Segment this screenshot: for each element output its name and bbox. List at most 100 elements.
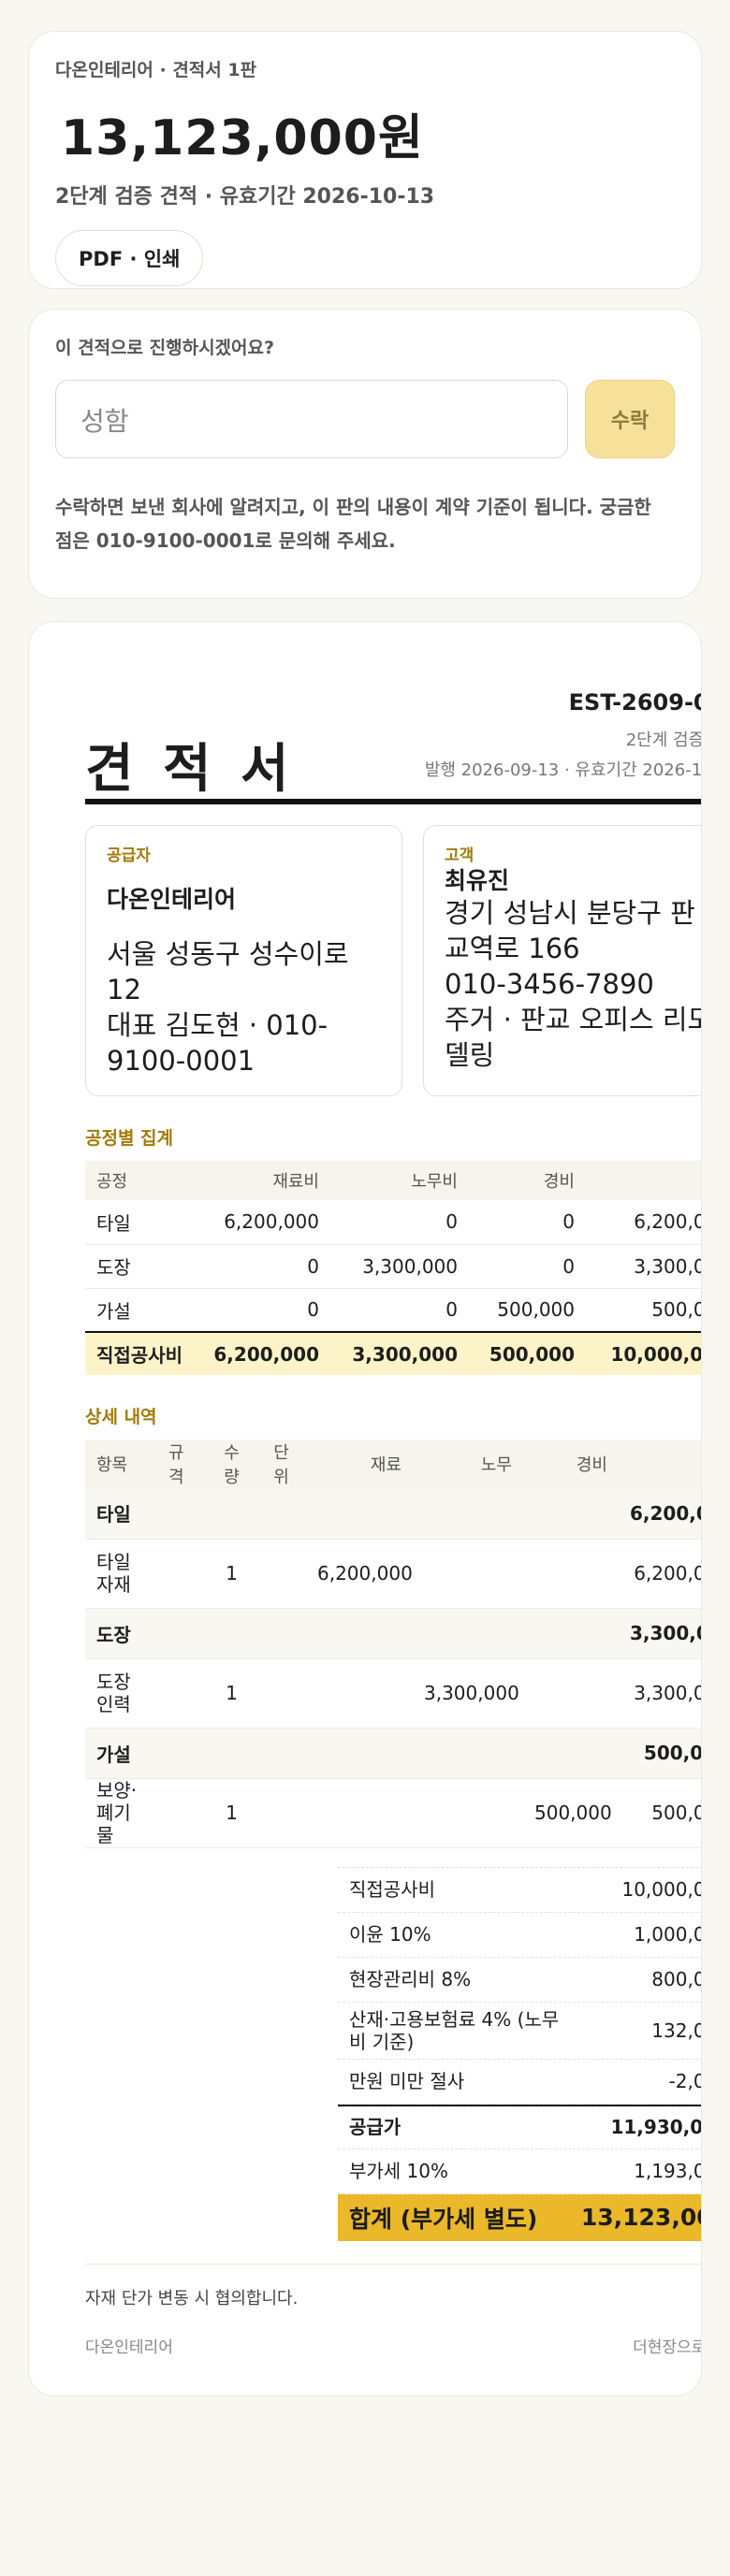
header-cell: 재료비 bbox=[198, 1161, 330, 1200]
total-value: -2,000 bbox=[668, 2070, 701, 2092]
customer-project: 주거 · 판교 오피스 리모델링 bbox=[445, 1004, 702, 1071]
doc-stage: 2단계 검증 견적 bbox=[625, 731, 702, 750]
cell bbox=[256, 1539, 306, 1609]
total-label: 산재·고용보험료 4% (노무비 기준) bbox=[349, 2007, 560, 2053]
accept-button[interactable]: 수락 bbox=[585, 380, 675, 458]
doc-header: EST-2609-004 2단계 검증 견적 발행 2026-09-13 · 유… bbox=[85, 689, 702, 804]
group-total: 500,000 bbox=[619, 1728, 701, 1779]
total-line: 이윤 10% 1,000,000 bbox=[338, 1913, 701, 1958]
item-qty: 1 bbox=[207, 1658, 256, 1729]
grand-label: 합계 (부가세 별도) bbox=[349, 2205, 538, 2233]
group-total: 3,300,000 bbox=[619, 1608, 701, 1659]
cell: 타일 bbox=[85, 1200, 198, 1245]
doc-footer: 자재 단가 변동 시 협의합니다. 다온인테리어 더현장으로 작성 bbox=[85, 2263, 702, 2357]
total-line: 산재·고용보험료 4% (노무비 기준) 132,000 bbox=[338, 2003, 701, 2060]
item-row: 타일 자재 1 6,200,000 6,200,000 bbox=[85, 1539, 701, 1609]
total-label: 이윤 10% bbox=[349, 1923, 431, 1946]
item-row: 도장 인력 1 3,300,000 3,300,000 bbox=[85, 1658, 701, 1729]
header-cell: 경비 bbox=[523, 1440, 619, 1488]
customer-name: 최유진 bbox=[445, 867, 510, 894]
total-label: 직접공사비 bbox=[349, 1878, 435, 1901]
header-cell bbox=[586, 1161, 701, 1200]
item-amount: 3,300,000 bbox=[619, 1658, 701, 1729]
total-label: 부가세 10% bbox=[349, 2160, 449, 2182]
accept-row: 성함 수락 bbox=[55, 380, 675, 458]
item-name: 보양·폐기물 bbox=[85, 1778, 157, 1848]
doc-dates: 발행 2026-09-13 · 유효기간 2026-10-13 bbox=[424, 760, 702, 780]
parties: 공급자 다온인테리어 서울 성동구 성수이로 12 대표 김도현 · 010-9… bbox=[85, 825, 702, 1096]
item-material: 6,200,000 bbox=[306, 1539, 413, 1609]
header-cell: 재료 bbox=[306, 1440, 413, 1488]
cell: 0 bbox=[469, 1200, 586, 1245]
document-card: EST-2609-004 2단계 검증 견적 발행 2026-09-13 · 유… bbox=[28, 621, 702, 2396]
cell bbox=[157, 1539, 207, 1609]
cell: 10,000,000 bbox=[586, 1331, 701, 1375]
group-name: 도장 bbox=[85, 1608, 619, 1659]
cell: 3,300,000 bbox=[586, 1244, 701, 1289]
footer-right: 더현장으로 작성 bbox=[633, 2337, 702, 2357]
total-line: 공급가 11,930,000 bbox=[338, 2104, 702, 2149]
cell bbox=[256, 1778, 306, 1848]
total-value: 10,000,000 bbox=[621, 1878, 701, 1901]
header-cell: 항목 bbox=[85, 1440, 157, 1488]
total-value: 11,930,000 bbox=[610, 2116, 702, 2138]
cell: 0 bbox=[469, 1244, 586, 1289]
header-cell: 규격 bbox=[157, 1440, 207, 1488]
total-line: 직접공사비 10,000,000 bbox=[338, 1868, 701, 1913]
item-labor bbox=[413, 1539, 523, 1609]
item-material bbox=[306, 1778, 413, 1848]
amount: 13,123,000원 bbox=[61, 110, 424, 166]
total-label: 만원 미만 절사 bbox=[349, 2070, 465, 2092]
customer: 고객 최유진 경기 성남시 분당구 판교역로 166 010-3456-7890… bbox=[423, 825, 702, 1096]
cell: 가설 bbox=[85, 1288, 198, 1333]
cell: 직접공사비 bbox=[85, 1331, 198, 1375]
customer-address: 경기 성남시 분당구 판교역로 166 bbox=[445, 897, 695, 964]
header-cell: 노무 bbox=[413, 1440, 523, 1488]
group-total: 6,200,000 bbox=[619, 1488, 701, 1540]
name-input[interactable]: 성함 bbox=[55, 380, 568, 458]
customer-label: 고객 bbox=[445, 847, 474, 865]
item-qty: 1 bbox=[207, 1539, 256, 1609]
document: EST-2609-004 2단계 검증 견적 발행 2026-09-13 · 유… bbox=[85, 689, 702, 2357]
pdf-button[interactable]: PDF · 인쇄 bbox=[55, 230, 204, 286]
item-labor: 3,300,000 bbox=[413, 1658, 523, 1729]
total-value: 132,000 bbox=[651, 2019, 701, 2042]
cell: 0 bbox=[330, 1200, 469, 1245]
cell: 500,000 bbox=[469, 1288, 586, 1333]
grand-total: 합계 (부가세 별도) 13,123,000 bbox=[338, 2193, 701, 2241]
item-expense: 500,000 bbox=[523, 1778, 619, 1848]
question: 이 견적으로 진행하시겠어요? bbox=[55, 338, 275, 358]
group-name: 가설 bbox=[85, 1728, 619, 1779]
summary-heading: 공정별 집계 bbox=[85, 1128, 174, 1149]
total-line: 부가세 10% 1,193,000 bbox=[338, 2149, 701, 2194]
cell: 0 bbox=[198, 1244, 330, 1289]
total-value: 800,000 bbox=[651, 1968, 701, 1990]
item-qty: 1 bbox=[207, 1778, 256, 1848]
item-labor bbox=[413, 1778, 523, 1848]
total-label: 공급가 bbox=[349, 2116, 402, 2138]
cell: 0 bbox=[198, 1288, 330, 1333]
item-material bbox=[306, 1658, 413, 1729]
cell: 500,000 bbox=[586, 1288, 701, 1333]
group-row: 타일6,200,000 bbox=[85, 1488, 701, 1540]
supplier-label: 공급자 bbox=[107, 847, 151, 865]
total-value: 1,000,000 bbox=[634, 1923, 701, 1946]
header-cell: 수량 bbox=[207, 1440, 256, 1488]
cell: 3,300,000 bbox=[330, 1331, 469, 1375]
summary-table: 공정재료비노무비경비타일6,200,000006,200,000도장03,300… bbox=[85, 1161, 701, 1375]
cell: 3,300,000 bbox=[330, 1244, 469, 1289]
total-label: 현장관리비 8% bbox=[349, 1968, 472, 1990]
accept-note: 수락하면 보낸 회사에 알려지고, 이 판의 내용이 계약 기준이 됩니다. 궁… bbox=[55, 496, 651, 552]
summary-card: 다온인테리어 · 견적서 1판 13,123,000원 2단계 검증 견적 · … bbox=[28, 31, 702, 289]
item-expense bbox=[523, 1658, 619, 1729]
header-cell: 노무비 bbox=[330, 1161, 469, 1200]
supplier-name: 다온인테리어 bbox=[107, 886, 237, 913]
cell: 6,200,000 bbox=[198, 1200, 330, 1245]
doc-note: 자재 단가 변동 시 협의합니다. bbox=[85, 2288, 299, 2308]
item-amount: 500,000 bbox=[619, 1778, 701, 1848]
total-line: 만원 미만 절사 -2,000 bbox=[338, 2060, 701, 2105]
